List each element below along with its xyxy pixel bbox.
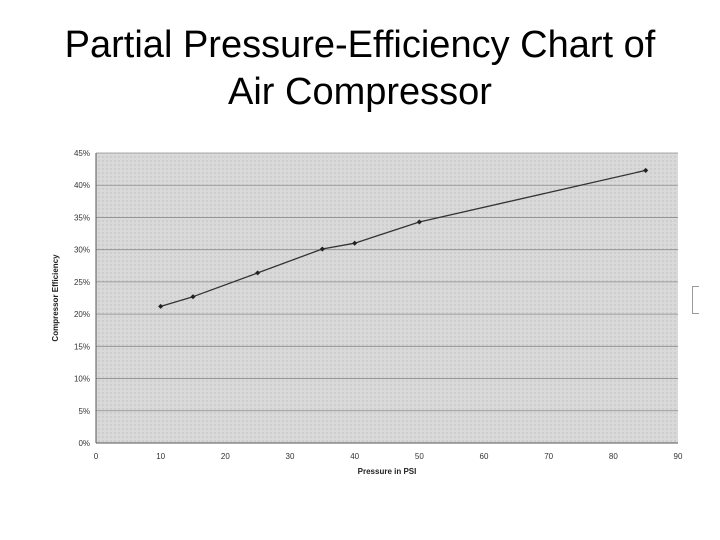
x-tick-label: 50	[415, 452, 424, 461]
plot-area	[96, 153, 678, 443]
x-tick-label: 30	[286, 452, 295, 461]
y-tick-label: 40%	[74, 181, 90, 190]
x-axis-title: Pressure in PSI	[358, 467, 417, 476]
x-tick-label: 60	[480, 452, 489, 461]
y-tick-label: 45%	[74, 149, 90, 158]
chart-scan: 0% 5% 10% 15% 20% 25% 30% 35% 40% 45% 0 10 20 30 40 50 6…	[38, 140, 692, 485]
data-point	[255, 270, 261, 276]
y-tick-label: 15%	[74, 342, 90, 351]
slide-title-line-2: Air Compressor	[228, 71, 492, 113]
slide-title-line-1: Partial Pressure-Efficiency Chart of	[64, 24, 656, 66]
x-tick-label: 10	[156, 452, 165, 461]
x-tick-label: 0	[94, 452, 99, 461]
y-tick-label: 0%	[78, 439, 90, 448]
y-tick-label: 25%	[74, 278, 90, 287]
efficiency-chart: 0% 5% 10% 15% 20% 25% 30% 35% 40% 45% 0 10 20 30 40 50 6…	[51, 149, 683, 476]
y-axis-title: Compressor Efficiency	[51, 254, 60, 342]
slide-title: Partial Pressure-Efficiency Chart of Air…	[0, 22, 720, 116]
x-tick-label: 80	[609, 452, 618, 461]
x-tick-label: 90	[674, 452, 683, 461]
y-tick-label: 30%	[74, 246, 90, 255]
x-tick-label: 40	[350, 452, 359, 461]
data-point	[190, 294, 196, 300]
scan-edge-mark	[692, 286, 699, 314]
y-tick-label: 35%	[74, 213, 90, 222]
x-tick-label: 20	[221, 452, 230, 461]
y-tick-label: 10%	[74, 375, 90, 384]
y-tick-label: 20%	[74, 310, 90, 319]
x-tick-label: 70	[544, 452, 553, 461]
y-tick-label: 5%	[78, 407, 90, 416]
